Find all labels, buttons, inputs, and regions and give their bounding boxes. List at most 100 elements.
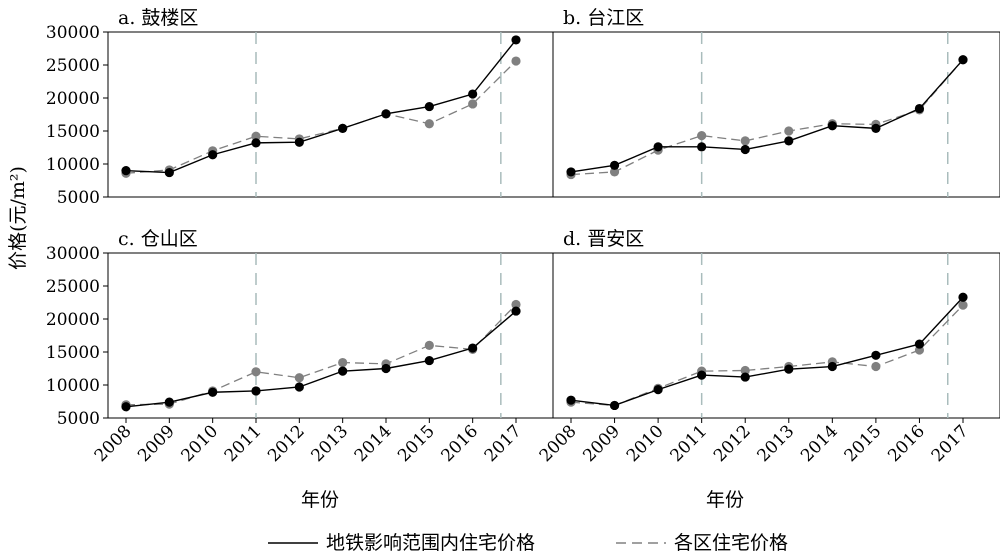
point-metro: [740, 144, 750, 155]
legend-label-district: 各区住宅价格: [674, 532, 788, 554]
x-tick-label: 2015: [394, 421, 439, 466]
series-line-district: [570, 304, 964, 407]
series-line-metro: [570, 296, 964, 407]
point-metro: [566, 395, 576, 405]
y-tick-label: 20000: [46, 89, 100, 109]
x-tick-label: 2012: [264, 421, 309, 466]
x-tick-label: 2010: [177, 421, 222, 466]
x-axis-labels: 2008200920102011201220132014201520162017…: [91, 421, 973, 466]
point-metro: [468, 89, 478, 99]
point-metro: [208, 387, 218, 397]
point-district: [338, 357, 348, 368]
y-tick-label: 10000: [46, 376, 100, 396]
y-tick-label: 15000: [46, 122, 100, 142]
point-district: [697, 131, 707, 141]
point-metro: [121, 402, 131, 412]
point-metro: [164, 397, 174, 407]
series-line-metro: [570, 59, 964, 173]
point-district: [511, 299, 521, 310]
point-metro: [566, 167, 576, 177]
point-metro: [338, 366, 348, 376]
x-tick-label: 2017: [481, 421, 526, 466]
panel-2: c. 仓山区 5000 10000 15000 20000 25000 30000: [46, 228, 554, 429]
point-metro: [609, 160, 620, 170]
point-metro: [121, 166, 131, 176]
panel-frame: [107, 31, 554, 198]
y-tick-label: 30000: [46, 244, 100, 264]
panel-title: a. 鼓楼区: [118, 7, 198, 29]
y-tick-label: 25000: [46, 277, 100, 297]
point-district: [468, 99, 478, 109]
point-district: [740, 365, 750, 376]
y-tick-label: 5000: [57, 188, 100, 208]
x-axis-title-left: 年份: [301, 489, 339, 511]
panel-frame: [552, 252, 1000, 419]
point-metro: [609, 400, 620, 411]
x-tick-label: 2011: [221, 421, 266, 466]
point-district: [740, 136, 750, 146]
y-tick-label: 10000: [46, 155, 100, 175]
x-tick-label: 2014: [351, 421, 396, 466]
y-tick-label: 5000: [57, 409, 100, 429]
point-metro: [740, 372, 750, 382]
panel-title: d. 晋安区: [563, 228, 644, 250]
point-metro: [914, 103, 925, 114]
point-district: [871, 361, 881, 372]
x-tick-label: 2009: [579, 421, 624, 466]
point-metro: [381, 109, 391, 119]
point-district: [958, 300, 968, 310]
point-metro: [511, 35, 521, 45]
point-metro: [697, 370, 707, 380]
panel-1: b. 台江区: [552, 7, 1000, 198]
point-metro: [871, 123, 881, 133]
point-district: [609, 167, 620, 177]
point-metro: [653, 142, 663, 152]
point-district: [424, 119, 434, 129]
point-district: [424, 340, 434, 350]
point-metro: [958, 292, 968, 302]
point-metro: [784, 364, 794, 374]
point-district: [294, 373, 304, 383]
x-tick-label: 2016: [437, 421, 482, 466]
point-metro: [251, 138, 261, 148]
point-metro: [914, 339, 925, 349]
point-metro: [251, 386, 261, 396]
point-metro: [424, 355, 434, 366]
x-tick-label: 2009: [134, 421, 179, 466]
x-tick-label: 2017: [928, 421, 973, 466]
point-metro: [294, 382, 304, 392]
x-tick-label: 2012: [710, 421, 755, 466]
x-tick-label: 2016: [884, 421, 929, 466]
x-tick-label: 2008: [536, 421, 581, 466]
point-metro: [468, 343, 478, 353]
point-metro: [338, 123, 348, 133]
panel-3: d. 晋安区: [552, 228, 1000, 423]
y-tick-label: 25000: [46, 56, 100, 76]
y-axis-title: 价格(元/m²): [7, 166, 29, 270]
point-district: [251, 367, 261, 377]
panel-frame: [552, 31, 1000, 198]
series-line-district: [570, 59, 964, 176]
panel-title: b. 台江区: [563, 7, 644, 29]
x-tick-label: 2011: [666, 421, 711, 466]
point-metro: [697, 142, 707, 152]
x-tick-label: 2015: [841, 421, 886, 466]
panels: a. 鼓楼区 5000 10000 15000 20000 25000 30000 b. 台江…: [46, 7, 1000, 429]
series-line-metro: [125, 39, 517, 174]
legend: 地铁影响范围内住宅价格 各区住宅价格: [268, 532, 788, 554]
x-tick-label: 2013: [307, 421, 352, 466]
point-metro: [164, 167, 174, 178]
point-metro: [827, 121, 837, 131]
series-line-district: [125, 304, 517, 406]
series-line-metro: [125, 310, 517, 408]
x-axis-title-right: 年份: [706, 489, 744, 511]
y-tick-label: 15000: [46, 343, 100, 363]
point-metro: [653, 385, 663, 395]
point-metro: [784, 136, 794, 146]
point-metro: [827, 361, 837, 372]
point-metro: [511, 306, 521, 316]
point-metro: [294, 137, 304, 147]
y-tick-label: 20000: [46, 310, 100, 330]
panel-0: a. 鼓楼区 5000 10000 15000 20000 25000 30000: [46, 7, 554, 208]
